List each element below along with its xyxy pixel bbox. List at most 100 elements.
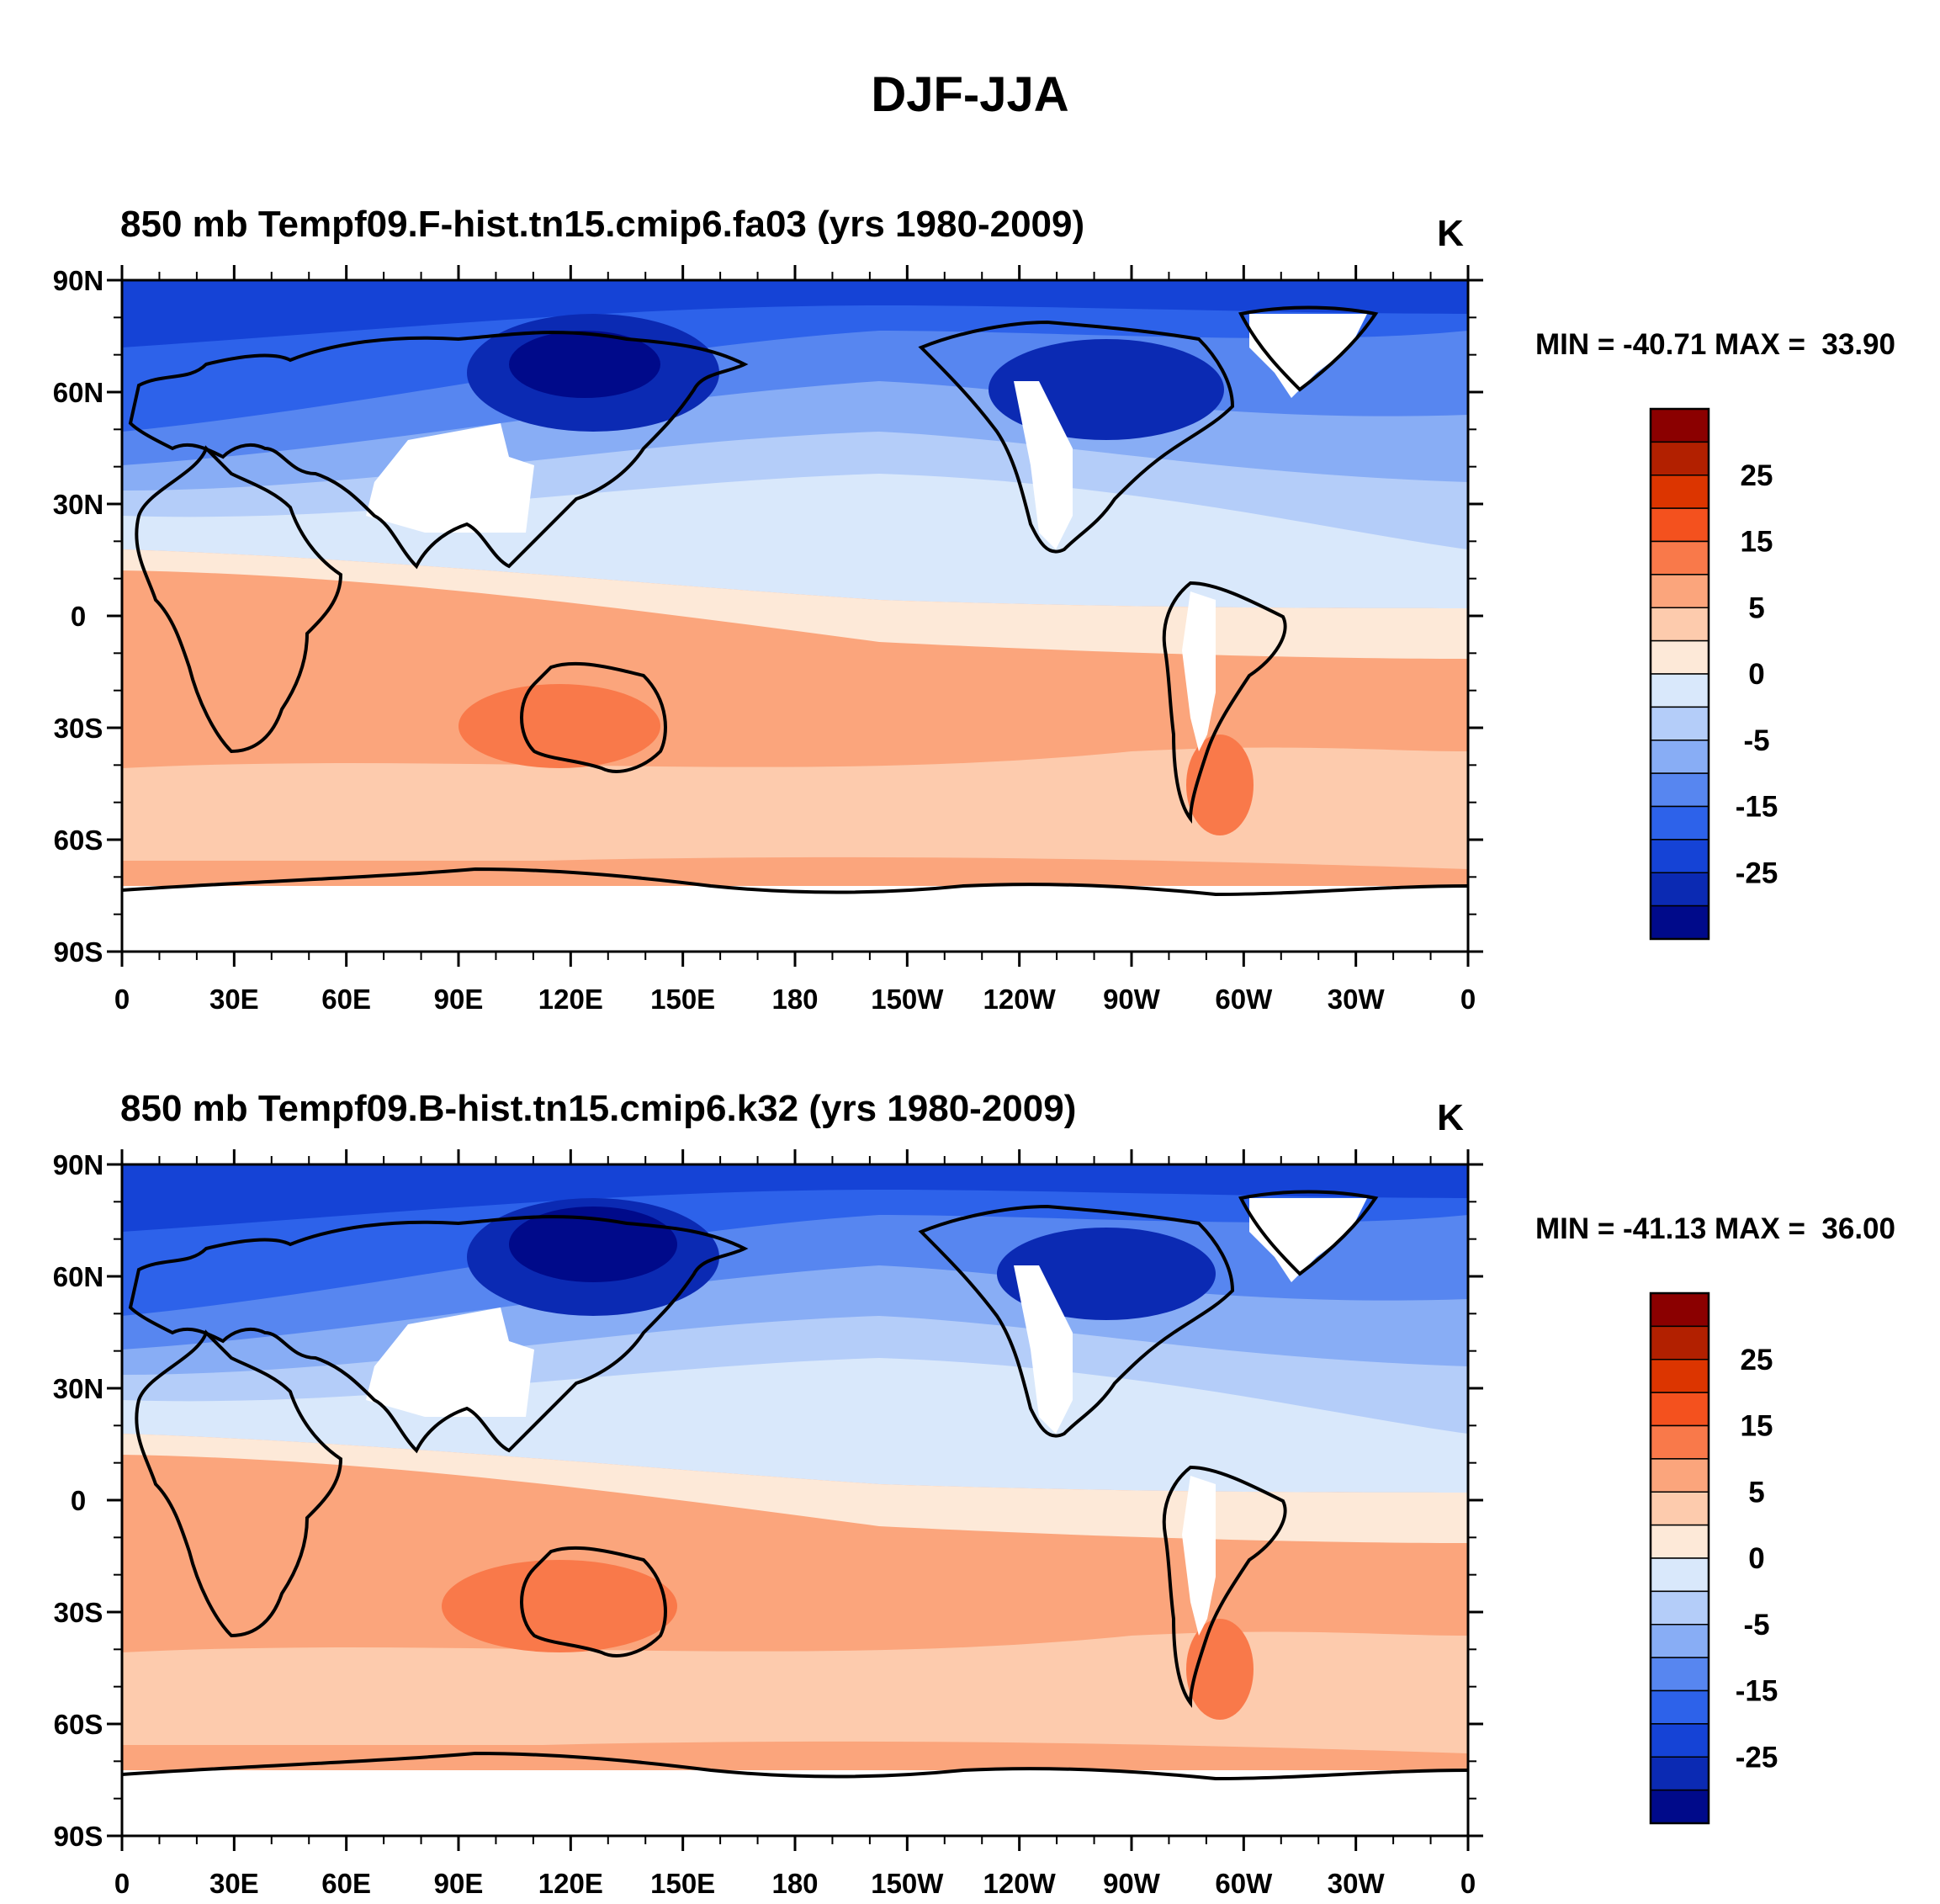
antarctica-mask [122, 886, 1468, 952]
colorbar-swatch [1650, 607, 1709, 642]
lat-label: 60N [53, 377, 104, 408]
lon-label: 150W [871, 1868, 944, 1899]
greenland-mask [1249, 1198, 1367, 1282]
colorbar-swatch [1650, 740, 1709, 774]
colorbar-swatch [1650, 1557, 1709, 1593]
lon-label: 120E [538, 984, 603, 1015]
lon-label: 150E [650, 984, 715, 1015]
lat-label: 30N [53, 489, 104, 520]
lon-label: 60E [321, 1868, 371, 1899]
panel-1-units: K [1437, 213, 1464, 254]
colorbar-swatch [1650, 772, 1709, 808]
colorbar-frame [1649, 407, 1710, 941]
lat-label: 30S [54, 1597, 103, 1628]
lon-label: 60E [321, 984, 371, 1015]
australia-warm [442, 1560, 677, 1652]
panel-2-stats: MIN = -41.13 MAX = 36.00 [1535, 1212, 1895, 1245]
lon-label: 0 [114, 1868, 130, 1899]
band-pos-5 [122, 747, 1468, 869]
lat-label: 30N [53, 1373, 104, 1404]
colorbar-swatch [1650, 673, 1709, 708]
colorbar-swatch [1650, 1458, 1709, 1493]
colorbar-swatch [1650, 475, 1709, 509]
colorbar-swatch [1650, 872, 1709, 907]
colorbar-label: 5 [1748, 1476, 1764, 1509]
colorbar-label: -15 [1736, 791, 1778, 824]
colorbar-swatch [1650, 1756, 1709, 1791]
colorbar-swatch [1650, 639, 1709, 675]
colorbar-swatch [1650, 904, 1709, 940]
lon-label: 90W [1103, 1868, 1161, 1899]
lat-label: 60S [54, 1709, 103, 1740]
lat-label: 60N [53, 1261, 104, 1292]
panel-2-title: 850 mb Tempf09.B-hist.tn15.cmip6.k32 (yr… [120, 1088, 1076, 1129]
lat-label: 60S [54, 825, 103, 856]
colorbar-label: 5 [1748, 591, 1764, 624]
lon-label: 120W [983, 984, 1057, 1015]
siberia-coldest [509, 331, 660, 398]
lat-label: 30S [54, 713, 103, 744]
band-zero [122, 1434, 1468, 1543]
andes-mask [1182, 1476, 1216, 1636]
band-neg-30 [122, 1164, 1468, 1232]
colorbar-swatch [1650, 1689, 1709, 1725]
colorbar-swatch [1650, 706, 1709, 741]
colorbar-swatch [1650, 1325, 1709, 1360]
colorbar-swatch [1650, 1657, 1709, 1692]
lon-label: 30E [209, 984, 259, 1015]
band-neg-30 [122, 280, 1468, 347]
colorbar-label: 15 [1741, 1410, 1773, 1443]
colorbar-swatch [1650, 540, 1709, 575]
lat-label: 90S [54, 936, 103, 968]
tibet-mask [366, 1307, 534, 1417]
panel-1: 850 mb Tempf09.F-hist.tn15.cmip6.fa03 (y… [120, 204, 1470, 953]
lat-label: 0 [71, 1485, 86, 1516]
colorbar-swatch [1650, 574, 1709, 608]
lon-label: 90W [1103, 984, 1161, 1015]
panel-2-colorbar: 25 15 5 0 -5 -15 -25 [1649, 1291, 1778, 1825]
panel-1-colorbar: 25 15 5 0 -5 -15 -25 [1649, 407, 1778, 941]
colorbar-swatch [1650, 408, 1709, 443]
colorbar-frame [1649, 1291, 1710, 1825]
coastlines [122, 1190, 1468, 1781]
lat-label: 90N [53, 1149, 104, 1180]
andes-mask [1182, 591, 1216, 751]
lon-label: 90E [434, 1868, 484, 1899]
colorbar-swatch [1650, 1424, 1709, 1460]
antarctica-mask [122, 1770, 1468, 1836]
lon-label: 60W [1215, 1868, 1273, 1899]
lon-label: 180 [771, 984, 818, 1015]
colorbar-swatch [1650, 805, 1709, 841]
panel-2-units: K [1437, 1097, 1464, 1138]
coastlines [122, 305, 1468, 897]
lon-label: 30W [1328, 1868, 1386, 1899]
colorbar-swatch [1650, 1392, 1709, 1427]
colorbar-swatch [1650, 839, 1709, 873]
lat-label: 0 [71, 601, 86, 632]
colorbar-swatch [1650, 1723, 1709, 1758]
colorbar-swatch [1650, 441, 1709, 476]
colorbar-label: -25 [1736, 857, 1778, 889]
colorbar-label: 0 [1748, 1542, 1764, 1575]
lon-label: 150E [650, 1868, 715, 1899]
colorbar-swatch [1650, 1524, 1709, 1559]
panel-1-stats: MIN = -40.71 MAX = 33.90 [1535, 328, 1895, 361]
colorbar-label: -5 [1743, 1609, 1769, 1641]
band-pos-5 [122, 1631, 1468, 1753]
lon-label: 120E [538, 1868, 603, 1899]
rockies-mask [1014, 381, 1073, 549]
lon-label: 150W [871, 984, 944, 1015]
panel-1-axes: 90N 60N 30N 0 30S 60S 90S 0 30E 60E 90E 120E 150E 180… [53, 265, 1483, 1015]
colorbar-swatch [1650, 1491, 1709, 1526]
lon-label: 0 [1460, 1868, 1476, 1899]
panel-2-axes: 90N 60N 30N 0 30S 60S 90S 0 30E 60E 90E 120E 150E 180… [53, 1149, 1483, 1899]
colorbar-swatch [1650, 1624, 1709, 1658]
lon-label: 120W [983, 1868, 1057, 1899]
lat-label: 90S [54, 1821, 103, 1852]
colorbar-label: -5 [1743, 724, 1769, 757]
colorbar-swatch [1650, 1590, 1709, 1626]
panel-2-map [122, 1164, 1468, 1836]
lon-label: 180 [771, 1868, 818, 1899]
band-zero [122, 549, 1468, 659]
colorbar-label: 15 [1741, 526, 1773, 559]
